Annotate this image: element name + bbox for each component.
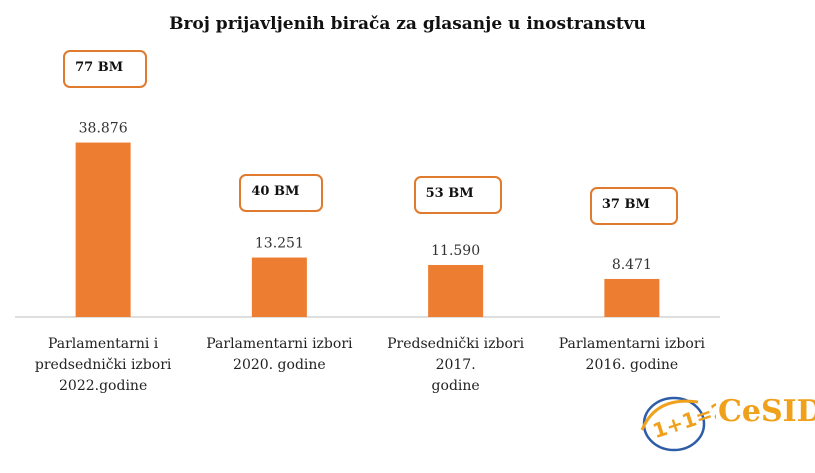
bar-1 bbox=[75, 142, 131, 317]
annotation-box-4: 37 BM bbox=[589, 186, 678, 225]
value-label-2: 13.251 bbox=[255, 236, 304, 252]
category-label-line: Parlamentarni i bbox=[47, 336, 159, 352]
category-label-line: 2016. godine bbox=[585, 357, 679, 373]
annotation-text: 53 BM bbox=[425, 185, 474, 201]
value-label-1: 38.876 bbox=[79, 121, 128, 137]
category-label-line: Predsednički izbori 2017. bbox=[387, 336, 525, 373]
annotation-text: 37 BM bbox=[601, 196, 650, 212]
bar-2 bbox=[251, 257, 307, 317]
category-label-line: 2020. godine bbox=[233, 357, 326, 373]
logo-equation: 1+1=2 bbox=[650, 397, 716, 443]
annotation-box-2: 40 BM bbox=[239, 173, 324, 212]
category-label-line: predsednički izbori bbox=[34, 357, 172, 373]
logo-name: CeSID bbox=[718, 394, 815, 429]
value-label-3: 11.590 bbox=[431, 243, 480, 259]
category-label-line: Parlamentarni izbori bbox=[558, 336, 705, 352]
annotation-text: 77 BM bbox=[75, 59, 124, 75]
annotation-text: 40 BM bbox=[251, 183, 300, 199]
category-label-line: 2022.godine bbox=[59, 378, 148, 394]
bar-4 bbox=[604, 278, 660, 317]
category-label-line: Parlamentarni izbori bbox=[206, 336, 353, 352]
category-label-2: Parlamentarni izbori 2020. godine bbox=[199, 334, 359, 376]
value-label-4: 8.471 bbox=[612, 257, 652, 273]
category-label-line: godine bbox=[431, 378, 480, 394]
category-label-3: Predsednički izbori 2017. godine bbox=[376, 334, 536, 397]
chart-title: Broj prijavljenih birača za glasanje u i… bbox=[169, 14, 646, 34]
category-label-1: Parlamentarni i predsednički izbori 2022.g… bbox=[23, 334, 183, 397]
annotation-box-3: 53 BM bbox=[413, 175, 502, 214]
annotation-box-1: 77 BM bbox=[63, 49, 148, 88]
category-label-4: Parlamentarni izbori 2016. godine bbox=[552, 334, 712, 376]
cesid-logo-icon: 1+1=2 bbox=[640, 396, 716, 452]
bar-3 bbox=[428, 264, 484, 317]
